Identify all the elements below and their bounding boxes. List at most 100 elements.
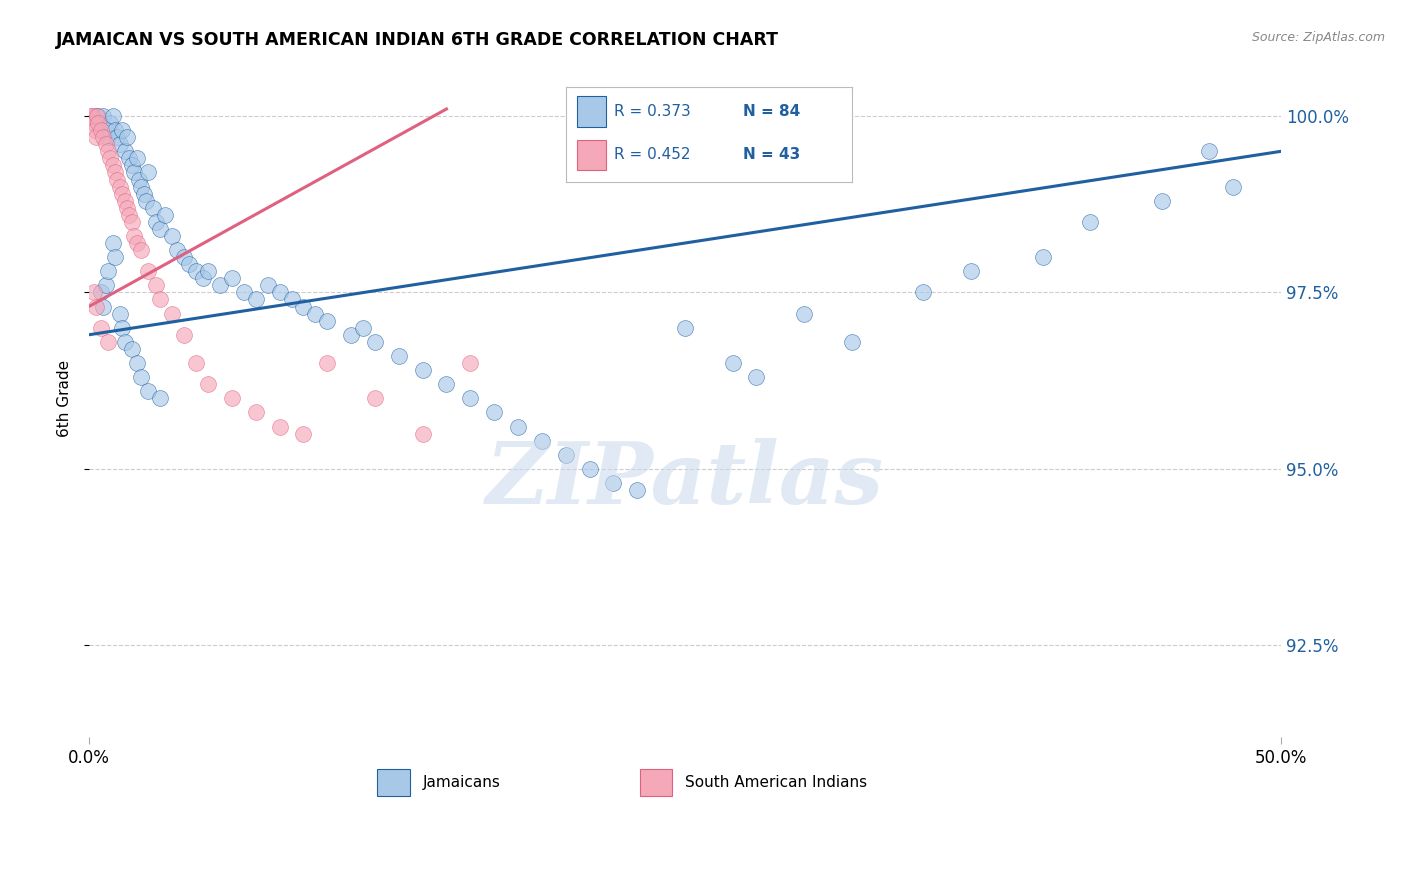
- Point: [91, 300, 114, 314]
- Point: [80, 109, 103, 123]
- Point: [122, 229, 145, 244]
- Point: [673, 320, 696, 334]
- Point: [118, 152, 141, 166]
- Point: [108, 179, 131, 194]
- Point: [115, 130, 138, 145]
- Point: [173, 327, 195, 342]
- Point: [578, 462, 600, 476]
- Point: [841, 334, 863, 349]
- Point: [245, 293, 267, 307]
- Point: [1198, 145, 1220, 159]
- Point: [436, 377, 458, 392]
- Point: [530, 434, 553, 448]
- Point: [960, 264, 983, 278]
- Point: [97, 334, 120, 349]
- Point: [162, 229, 184, 244]
- Point: [193, 271, 215, 285]
- Point: [111, 320, 134, 334]
- Point: [364, 334, 387, 349]
- Point: [108, 137, 131, 152]
- Point: [173, 250, 195, 264]
- Point: [132, 186, 155, 201]
- Point: [114, 334, 136, 349]
- Point: [352, 320, 374, 334]
- Point: [90, 116, 112, 130]
- Point: [121, 158, 143, 172]
- Point: [104, 123, 127, 137]
- Point: [506, 419, 529, 434]
- Point: [626, 483, 648, 497]
- Point: [197, 264, 219, 278]
- Point: [269, 285, 291, 300]
- Point: [107, 130, 129, 145]
- Point: [94, 137, 117, 152]
- Point: [101, 158, 124, 172]
- Point: [98, 152, 121, 166]
- Point: [177, 257, 200, 271]
- Point: [82, 109, 104, 123]
- Point: [94, 123, 117, 137]
- Point: [107, 172, 129, 186]
- Point: [94, 278, 117, 293]
- Point: [316, 313, 339, 327]
- Point: [149, 391, 172, 405]
- Point: [111, 186, 134, 201]
- Point: [128, 172, 150, 186]
- Point: [412, 363, 434, 377]
- Point: [245, 405, 267, 419]
- Point: [125, 235, 148, 250]
- Point: [121, 342, 143, 356]
- Point: [145, 215, 167, 229]
- Point: [721, 356, 744, 370]
- Point: [166, 243, 188, 257]
- Point: [1222, 179, 1244, 194]
- Point: [87, 109, 110, 123]
- Point: [90, 123, 112, 137]
- Point: [745, 370, 768, 384]
- Point: [221, 391, 243, 405]
- Point: [125, 356, 148, 370]
- Point: [184, 264, 207, 278]
- Point: [232, 285, 254, 300]
- Point: [135, 194, 157, 208]
- Point: [364, 391, 387, 405]
- Point: [316, 356, 339, 370]
- Point: [138, 165, 160, 179]
- Point: [91, 109, 114, 123]
- Point: [84, 130, 107, 145]
- Point: [90, 285, 112, 300]
- Point: [142, 201, 165, 215]
- Point: [602, 475, 624, 490]
- Point: [118, 208, 141, 222]
- Point: [83, 116, 105, 130]
- Point: [912, 285, 935, 300]
- Text: JAMAICAN VS SOUTH AMERICAN INDIAN 6TH GRADE CORRELATION CHART: JAMAICAN VS SOUTH AMERICAN INDIAN 6TH GR…: [56, 31, 779, 49]
- Point: [101, 235, 124, 250]
- Point: [482, 405, 505, 419]
- Point: [129, 243, 152, 257]
- Point: [460, 391, 482, 405]
- Point: [97, 130, 120, 145]
- Point: [111, 123, 134, 137]
- Point: [149, 222, 172, 236]
- Point: [91, 130, 114, 145]
- Point: [412, 426, 434, 441]
- Point: [1150, 194, 1173, 208]
- Point: [101, 109, 124, 123]
- Point: [460, 356, 482, 370]
- Point: [97, 264, 120, 278]
- Point: [86, 109, 108, 123]
- Point: [129, 179, 152, 194]
- Point: [340, 327, 363, 342]
- Point: [221, 271, 243, 285]
- Point: [208, 278, 231, 293]
- Point: [162, 307, 184, 321]
- Point: [83, 285, 105, 300]
- Point: [87, 116, 110, 130]
- Point: [122, 165, 145, 179]
- Point: [121, 215, 143, 229]
- Text: Source: ZipAtlas.com: Source: ZipAtlas.com: [1251, 31, 1385, 45]
- Point: [197, 377, 219, 392]
- Point: [138, 384, 160, 399]
- Point: [84, 300, 107, 314]
